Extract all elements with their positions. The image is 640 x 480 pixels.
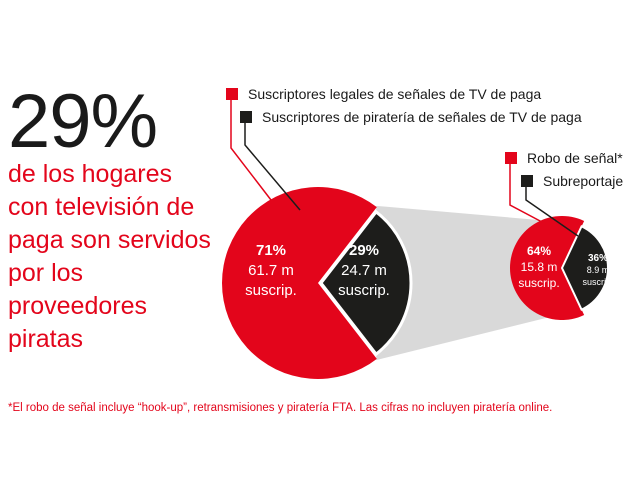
legend-underreporting-label: Subreportaje — [543, 173, 623, 189]
label-theft-unit: suscrip. — [518, 276, 559, 290]
pie-slice-signal-theft — [510, 215, 585, 320]
label-pirate-value: 24.7 m — [341, 262, 387, 279]
leader-underreporting — [525, 187, 579, 237]
label-legal-value: 61.7 m — [248, 262, 294, 279]
legend-underreporting-swatch — [521, 175, 533, 187]
leader-pirate — [244, 123, 301, 211]
legend-theft-swatch — [505, 152, 517, 164]
label-pirate-unit: suscrip. — [338, 282, 390, 299]
pie-slice-underreporting — [560, 225, 609, 311]
pie-slice-legal — [222, 187, 377, 380]
label-under-value: 8.9 m — [587, 265, 610, 275]
headline-text: de los hogares con televisión de paga so… — [8, 160, 211, 353]
label-under-pct: 36% — [588, 253, 608, 264]
label-under-unit: suscrip. — [582, 277, 613, 287]
label-theft-pct: 64% — [527, 244, 551, 258]
label-theft-value: 15.8 m — [521, 260, 558, 274]
leader-theft — [509, 164, 543, 223]
label-legal-unit: suscrip. — [245, 282, 297, 299]
legend-theft-label: Robo de señal* — [527, 150, 623, 166]
legend-pirate-label: Suscriptores de piratería de señales de … — [262, 109, 582, 125]
legend-pirate-swatch — [240, 111, 252, 123]
leader-legal — [230, 100, 272, 201]
headline-percent: 29% — [8, 79, 158, 164]
label-pirate-pct: 29% — [349, 242, 379, 259]
legend-legal-swatch — [226, 88, 238, 100]
pie-slice-pirate — [319, 209, 413, 357]
label-legal-pct: 71% — [256, 242, 286, 259]
legend-legal-label: Suscriptores legales de señales de TV de… — [248, 86, 541, 102]
connector-band — [376, 205, 562, 361]
footnote: *El robo de señal incluye “hook-up”, ret… — [8, 402, 553, 414]
